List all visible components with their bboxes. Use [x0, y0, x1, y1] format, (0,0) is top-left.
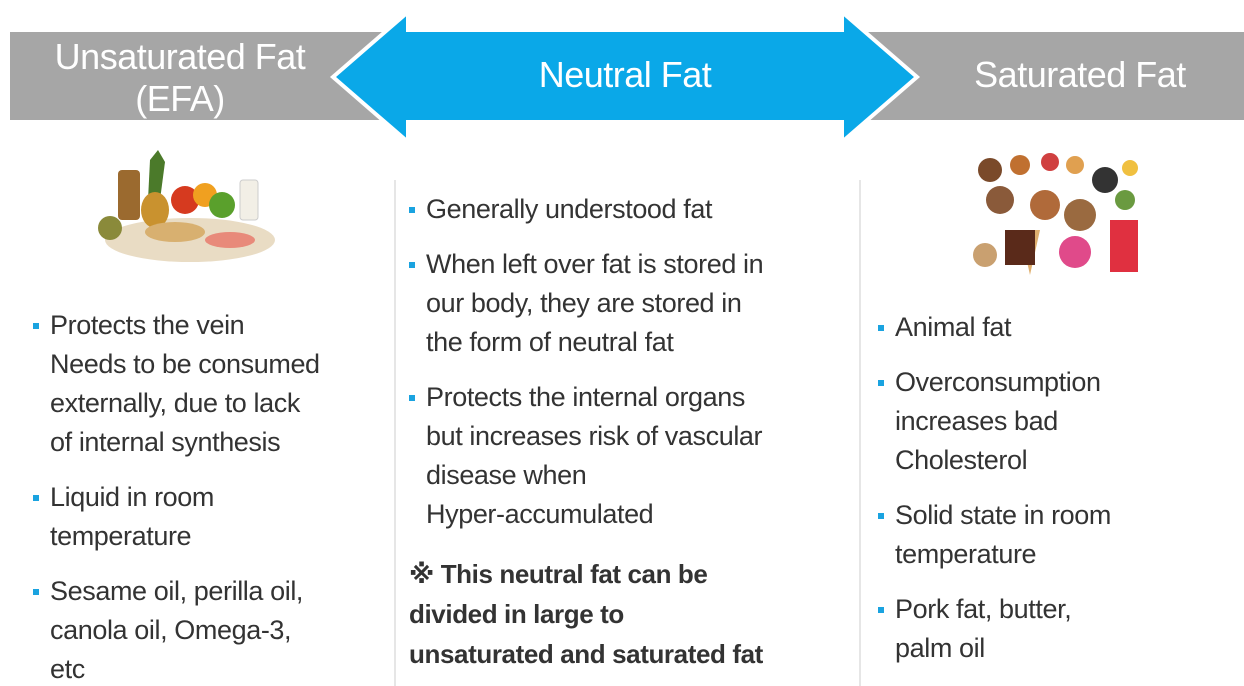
header-center: Neutral Fat [480, 54, 770, 96]
text-line: Protects the internal organs [426, 378, 859, 417]
text-line: our body, they are stored in [426, 284, 859, 323]
text-line: divided in large to [409, 594, 859, 634]
header-right: Saturated Fat [935, 54, 1225, 96]
text-line: Pork fat, butter, [895, 590, 1238, 629]
text-line: Sesame oil, perilla oil, [50, 572, 388, 611]
text-line: Solid state in room [895, 496, 1238, 535]
text-line: temperature [895, 535, 1238, 574]
text-line: Needs to be consumed [50, 345, 388, 384]
header-left: Unsaturated Fat (EFA) [20, 36, 340, 120]
text-line: Generally understood fat [426, 190, 859, 229]
column: Generally understood fat When left over f… [409, 190, 859, 674]
text-line: When left over fat is stored in [426, 245, 859, 284]
text-line: externally, due to lack [50, 384, 388, 423]
bullet-item: Pork fat, butter,palm oil [878, 590, 1238, 668]
healthy-food-image [98, 150, 275, 262]
text-line: ※ This neutral fat can be [409, 554, 859, 594]
text-line: palm oil [895, 629, 1238, 668]
text-line: Cholesterol [895, 441, 1238, 480]
header-line: Unsaturated Fat [20, 36, 340, 78]
text-line: Overconsumption [895, 363, 1238, 402]
text-line: Hyper-accumulated [426, 495, 859, 534]
text-line: canola oil, Omega-3, [50, 611, 388, 650]
bullet-item: Sesame oil, perilla oil,canola oil, Omeg… [33, 572, 388, 686]
text-line: Protects the vein [50, 306, 388, 345]
text-line: the form of neutral fat [426, 323, 859, 362]
bullet-item: Animal fat [878, 308, 1238, 347]
junk-food-image [973, 153, 1138, 275]
bullet-item: Generally understood fat [409, 190, 859, 229]
infographic: Unsaturated Fat (EFA) Neutral Fat Satura… [0, 0, 1244, 686]
text-line: disease when [426, 456, 859, 495]
text-line: of internal synthesis [50, 423, 388, 462]
text-line: etc [50, 650, 388, 686]
text-line: increases bad [895, 402, 1238, 441]
header-line: (EFA) [20, 78, 340, 120]
text-line: Liquid in room [50, 478, 388, 517]
text-line: unsaturated and saturated fat [409, 634, 859, 674]
text-line: Animal fat [895, 308, 1238, 347]
text-line: temperature [50, 517, 388, 556]
text-line: but increases risk of vascular [426, 417, 859, 456]
